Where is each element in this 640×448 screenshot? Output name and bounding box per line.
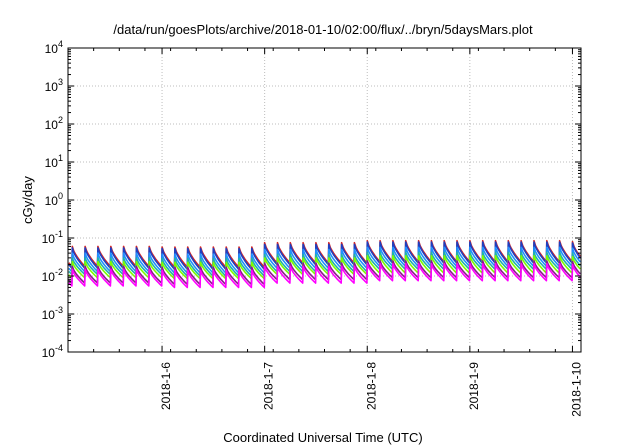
y-tick-label: 103: [45, 77, 63, 94]
y-tick-label: 10-2: [42, 267, 63, 284]
x-axis-label: Coordinated Universal Time (UTC): [223, 430, 422, 445]
x-tick-label: 2018-1-6: [159, 362, 173, 410]
chart-title: /data/run/goesPlots/archive/2018-01-10/0…: [113, 22, 533, 37]
y-tick-label: 10-3: [42, 305, 63, 322]
y-tick-label: 101: [45, 153, 63, 170]
series-line-7: [68, 263, 581, 289]
plot-frame: [67, 47, 582, 353]
x-tick-label: 2018-1-9: [467, 362, 481, 410]
series-layer: [68, 239, 581, 289]
y-tick-label: 104: [45, 39, 63, 56]
x-tick-label: 2018-1-7: [262, 362, 276, 410]
x-tick-label: 2018-1-10: [569, 362, 583, 417]
y-tick-label: 100: [45, 191, 63, 208]
y-tick-label: 10-1: [42, 229, 63, 246]
y-tick-label: 10-4: [42, 343, 63, 360]
y-axis-ticks: 10-4 10-3 10-2 10-1 100 101 102 103 104: [42, 39, 581, 360]
y-axis-label: cGy/day: [20, 176, 35, 224]
x-axis-ticks: 2018-1-6 2018-1-7 2018-1-8 2018-1-9 2018-1-1…: [93, 48, 583, 417]
y-tick-label: 102: [45, 115, 63, 132]
grid-lines: [68, 48, 581, 352]
x-tick-label: 2018-1-8: [364, 362, 378, 410]
